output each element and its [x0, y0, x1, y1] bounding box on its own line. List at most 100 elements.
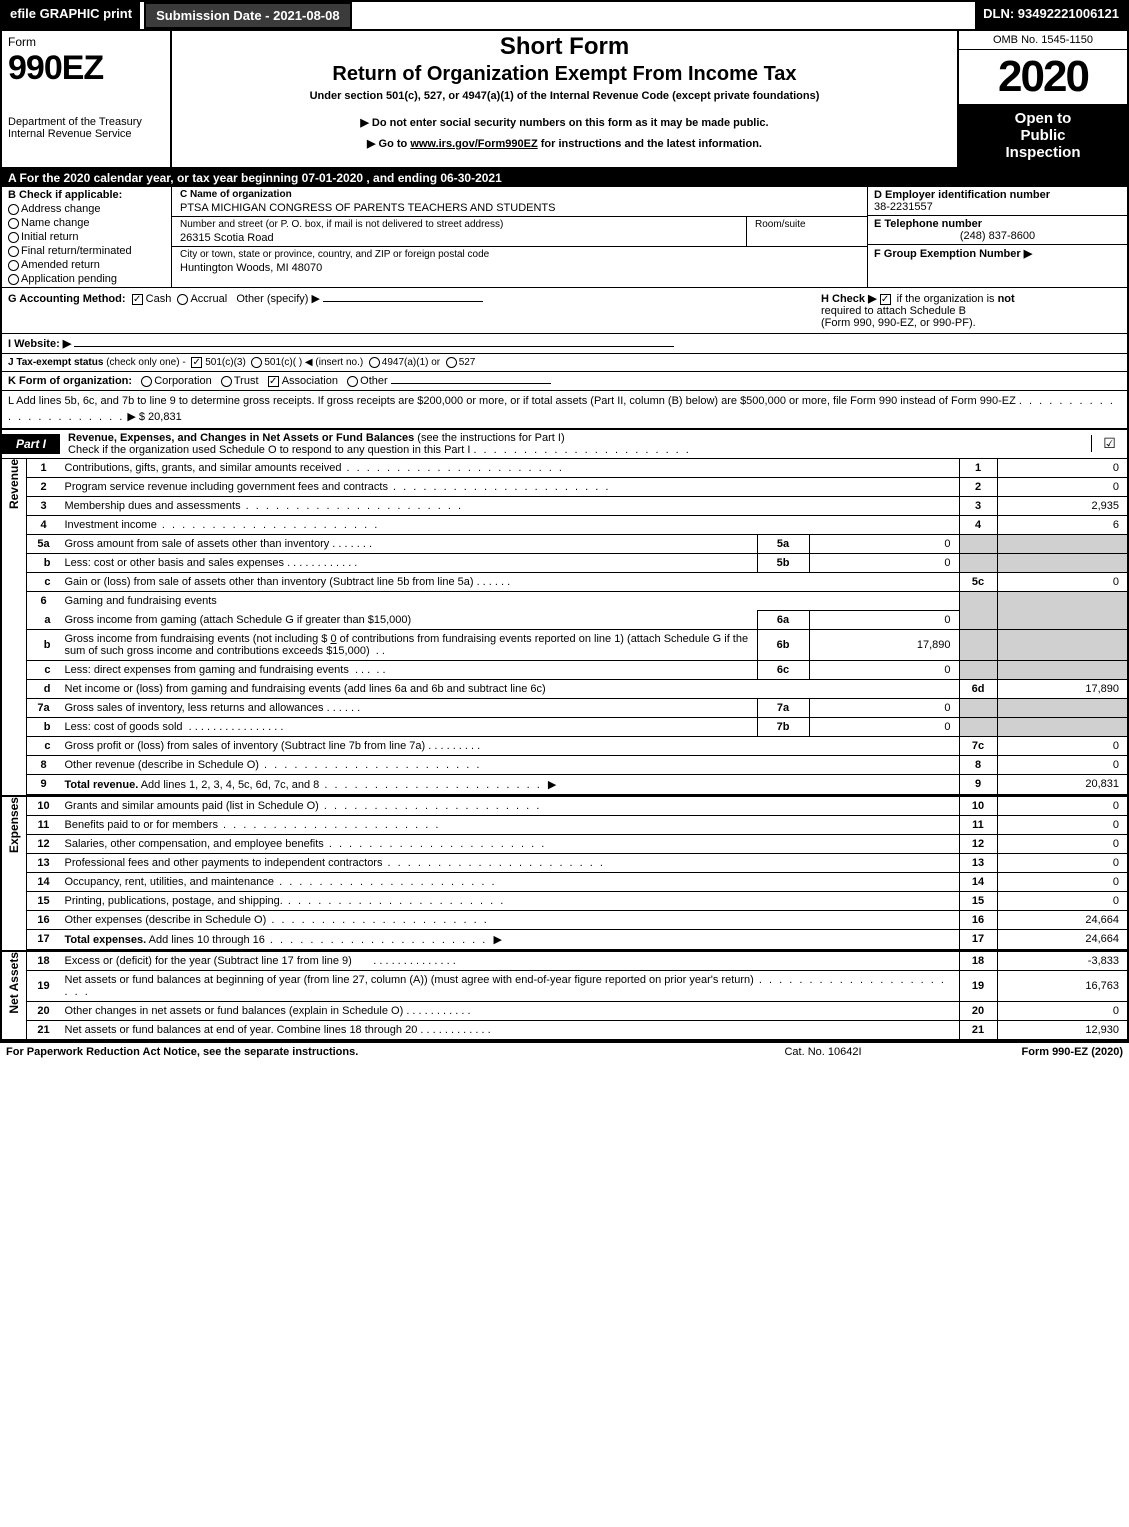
b-opt-name[interactable]: Name change [8, 217, 165, 229]
h-label: H Check ▶ [821, 293, 877, 305]
revenue-ledger: 1Contributions, gifts, grants, and simil… [27, 459, 1128, 795]
do-not-enter: ▶ Do not enter social security numbers o… [180, 116, 949, 129]
b-label: B Check if applicable: [8, 189, 165, 201]
dept-line1: Department of the Treasury [8, 116, 142, 128]
j-501c-radio[interactable] [251, 357, 262, 368]
tax-year: 2020 [959, 50, 1127, 104]
l-amount: ▶ $ 20,831 [127, 411, 181, 423]
j-o3: 4947(a)(1) or [382, 357, 440, 368]
website-line[interactable] [74, 346, 674, 347]
e-label: E Telephone number [874, 218, 1121, 230]
g-label: G Accounting Method: [8, 293, 126, 305]
h-text2: required to attach Schedule B [821, 305, 966, 317]
j-527-radio[interactable] [446, 357, 457, 368]
return-of-title: Return of Organization Exempt From Incom… [180, 63, 949, 86]
k-label: K Form of organization: [8, 375, 132, 387]
open-line2: Public [963, 127, 1123, 144]
line-20: 20Other changes in net assets or fund ba… [27, 1001, 1128, 1020]
header-right: OMB No. 1545-1150 2020 Open to Public In… [957, 31, 1127, 167]
part-i-body: Revenue 1Contributions, gifts, grants, a… [2, 459, 1127, 1039]
part-i-header: Part I Revenue, Expenses, and Changes in… [2, 428, 1127, 459]
b-opt-amended[interactable]: Amended return [8, 259, 165, 271]
row-g-h: G Accounting Method: ✓Cash Accrual Other… [2, 288, 1127, 333]
row-i-website: I Website: ▶ [2, 333, 1127, 353]
line-21: 21Net assets or fund balances at end of … [27, 1020, 1128, 1039]
c-name-cell: C Name of organization PTSA MICHIGAN CON… [172, 187, 867, 216]
c-city-label: City or town, state or province, country… [176, 248, 863, 261]
netassets-side-label: Net Assets [2, 951, 26, 1039]
e-telephone: E Telephone number (248) 837-8600 [868, 215, 1127, 244]
c-city-cell: City or town, state or province, country… [172, 247, 867, 276]
k-assoc-check[interactable]: ✓ [268, 376, 279, 387]
line-14: 14Occupancy, rent, utilities, and mainte… [27, 872, 1128, 891]
k-corp-radio[interactable] [141, 376, 152, 387]
h-text3: (Form 990, 990-EZ, or 990-PF). [821, 317, 976, 329]
g-accrual-radio[interactable] [177, 294, 188, 305]
part-i-tab: Part I [2, 434, 60, 454]
j-4947-radio[interactable] [369, 357, 380, 368]
k-trust-radio[interactable] [221, 376, 232, 387]
org-name: PTSA MICHIGAN CONGRESS OF PARENTS TEACHE… [176, 201, 863, 215]
f-label: F Group Exemption Number ▶ [874, 247, 1121, 260]
b-opt-address[interactable]: Address change [8, 203, 165, 215]
line-8: 8Other revenue (describe in Schedule O)8… [27, 755, 1128, 774]
line-19: 19Net assets or fund balances at beginni… [27, 970, 1128, 1001]
under-section: Under section 501(c), 527, or 4947(a)(1)… [180, 90, 949, 102]
revenue-side-label: Revenue [2, 459, 26, 796]
open-to-public: Open to Public Inspection [959, 104, 1127, 167]
c-name-label: C Name of organization [176, 188, 863, 201]
form-number: 990EZ [8, 49, 164, 88]
line-9: 9Total revenue. Add lines 1, 2, 3, 4, 5c… [27, 774, 1128, 794]
k-other-radio[interactable] [347, 376, 358, 387]
goto-instructions: ▶ Go to www.irs.gov/Form990EZ for instru… [180, 137, 949, 150]
c-room-cell: Room/suite [747, 217, 867, 246]
l-text: L Add lines 5b, 6c, and 7b to line 9 to … [8, 395, 1016, 407]
b-opt-initial[interactable]: Initial return [8, 231, 165, 243]
line-2: 2Program service revenue including gover… [27, 477, 1128, 496]
g-cash-check[interactable]: ✓ [132, 294, 143, 305]
col-c: C Name of organization PTSA MICHIGAN CON… [172, 187, 867, 287]
h-check[interactable]: ✓ [880, 294, 891, 305]
j-small: (check only one) - [106, 357, 185, 368]
line-7c: cGross profit or (loss) from sales of in… [27, 736, 1128, 755]
b-opt-pending[interactable]: Application pending [8, 273, 165, 285]
part-i-checkbox[interactable]: ☑ [1091, 435, 1127, 452]
dept-line2: Internal Revenue Service [8, 128, 132, 140]
k-o2: Trust [234, 375, 259, 387]
short-form-title: Short Form [180, 33, 949, 61]
g-other-line[interactable] [323, 301, 483, 302]
h-schedule-b: H Check ▶ ✓ if the organization is not r… [821, 292, 1121, 329]
k-o1: Corporation [154, 375, 211, 387]
line-7a: 7aGross sales of inventory, less returns… [27, 698, 1128, 717]
part-i-see: (see the instructions for Part I) [417, 432, 564, 444]
c-room-label: Room/suite [751, 218, 863, 231]
expenses-side-label: Expenses [2, 796, 26, 951]
part-i-title: Revenue, Expenses, and Changes in Net As… [60, 430, 1091, 458]
line-5c: cGain or (loss) from sale of assets othe… [27, 572, 1128, 591]
j-501c3-check[interactable]: ✓ [191, 357, 202, 368]
part-i-title-bold: Revenue, Expenses, and Changes in Net As… [68, 432, 414, 444]
telephone-value: (248) 837-8600 [874, 230, 1121, 242]
efile-graphic-print[interactable]: efile GRAPHIC print [2, 2, 140, 29]
omb-number: OMB No. 1545-1150 [959, 31, 1127, 50]
irs-link[interactable]: www.irs.gov/Form990EZ [410, 138, 537, 150]
row-l-gross-receipts: L Add lines 5b, 6c, and 7b to line 9 to … [2, 390, 1127, 428]
line-12: 12Salaries, other compensation, and empl… [27, 834, 1128, 853]
form-word: Form [8, 35, 164, 49]
header-center: Short Form Return of Organization Exempt… [172, 31, 957, 167]
col-b: B Check if applicable: Address change Na… [2, 187, 172, 287]
goto-post: for instructions and the latest informat… [538, 138, 762, 150]
c-street-cell: Number and street (or P. O. box, if mail… [172, 217, 747, 246]
line-16: 16Other expenses (describe in Schedule O… [27, 910, 1128, 929]
k-other-line[interactable] [391, 383, 551, 384]
part-i-dots [473, 444, 690, 456]
b-opt-final[interactable]: Final return/terminated [8, 245, 165, 257]
line-18: 18Excess or (deficit) for the year (Subt… [27, 952, 1128, 971]
line-6b: bGross income from fundraising events (n… [27, 629, 1128, 660]
page-footer: For Paperwork Reduction Act Notice, see … [0, 1041, 1129, 1061]
line-1: 1Contributions, gifts, grants, and simil… [27, 459, 1128, 478]
line-15: 15Printing, publications, postage, and s… [27, 891, 1128, 910]
h-text1: if the organization is [897, 293, 998, 305]
pra-notice: For Paperwork Reduction Act Notice, see … [6, 1046, 723, 1058]
submission-date-button[interactable]: Submission Date - 2021-08-08 [144, 2, 352, 29]
